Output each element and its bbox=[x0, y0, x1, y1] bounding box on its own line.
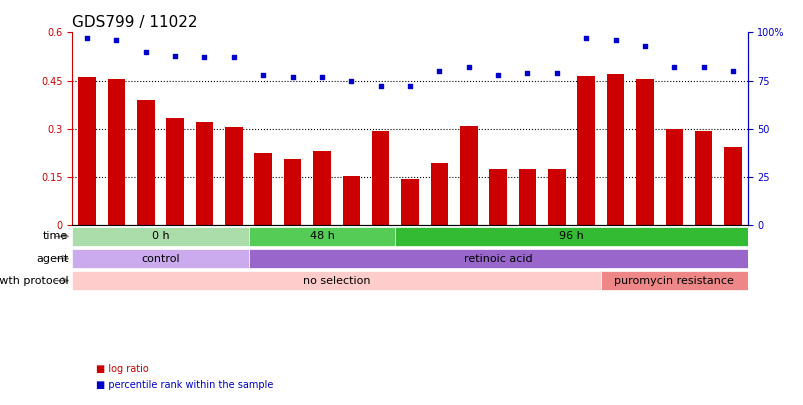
Point bbox=[139, 49, 152, 55]
Point bbox=[696, 64, 709, 70]
Text: ■ percentile rank within the sample: ■ percentile rank within the sample bbox=[96, 380, 274, 390]
Point bbox=[520, 70, 533, 76]
FancyBboxPatch shape bbox=[72, 226, 248, 246]
Bar bbox=[518, 169, 536, 226]
Text: 48 h: 48 h bbox=[309, 231, 334, 241]
Bar bbox=[342, 175, 360, 226]
Point bbox=[286, 74, 299, 80]
Point bbox=[315, 74, 328, 80]
Text: ■ log ratio: ■ log ratio bbox=[96, 364, 149, 373]
Text: control: control bbox=[141, 254, 180, 264]
Point bbox=[550, 70, 563, 76]
FancyBboxPatch shape bbox=[395, 226, 747, 246]
Text: no selection: no selection bbox=[303, 275, 370, 286]
Point bbox=[80, 35, 93, 41]
Point bbox=[667, 64, 680, 70]
Point bbox=[169, 52, 181, 59]
Bar bbox=[225, 127, 243, 226]
Point bbox=[609, 37, 622, 43]
Text: time: time bbox=[43, 231, 68, 241]
FancyBboxPatch shape bbox=[72, 249, 248, 269]
Text: 96 h: 96 h bbox=[558, 231, 583, 241]
Bar bbox=[254, 153, 271, 226]
Bar bbox=[195, 122, 213, 226]
Bar bbox=[665, 129, 683, 226]
Bar bbox=[606, 74, 624, 226]
Point bbox=[110, 37, 123, 43]
Point bbox=[433, 68, 446, 74]
Bar bbox=[137, 100, 154, 226]
FancyBboxPatch shape bbox=[72, 271, 600, 290]
Bar bbox=[166, 117, 184, 226]
Text: agent: agent bbox=[36, 254, 68, 264]
Bar bbox=[283, 160, 301, 226]
Point bbox=[227, 54, 240, 61]
Bar bbox=[577, 76, 594, 226]
Bar bbox=[635, 79, 653, 226]
Point bbox=[198, 54, 210, 61]
Point bbox=[462, 64, 475, 70]
Point bbox=[403, 83, 416, 90]
Point bbox=[256, 72, 269, 78]
Text: growth protocol: growth protocol bbox=[0, 275, 68, 286]
Bar bbox=[724, 147, 741, 226]
FancyBboxPatch shape bbox=[248, 226, 395, 246]
Bar bbox=[372, 130, 389, 226]
Bar bbox=[78, 77, 96, 226]
Point bbox=[726, 68, 739, 74]
Bar bbox=[489, 169, 507, 226]
Bar bbox=[312, 151, 330, 226]
Text: retinoic acid: retinoic acid bbox=[463, 254, 532, 264]
Bar bbox=[694, 130, 711, 226]
Point bbox=[638, 43, 650, 49]
Bar bbox=[430, 163, 447, 226]
Point bbox=[579, 35, 592, 41]
Text: 0 h: 0 h bbox=[152, 231, 169, 241]
Text: GDS799 / 11022: GDS799 / 11022 bbox=[72, 15, 198, 30]
Point bbox=[373, 83, 386, 90]
Point bbox=[344, 77, 357, 84]
Text: puromycin resistance: puromycin resistance bbox=[613, 275, 733, 286]
Bar bbox=[108, 79, 125, 226]
Bar bbox=[401, 179, 418, 226]
FancyBboxPatch shape bbox=[248, 249, 747, 269]
Bar bbox=[459, 126, 477, 226]
FancyBboxPatch shape bbox=[600, 271, 747, 290]
Point bbox=[491, 72, 504, 78]
Bar bbox=[548, 169, 565, 226]
